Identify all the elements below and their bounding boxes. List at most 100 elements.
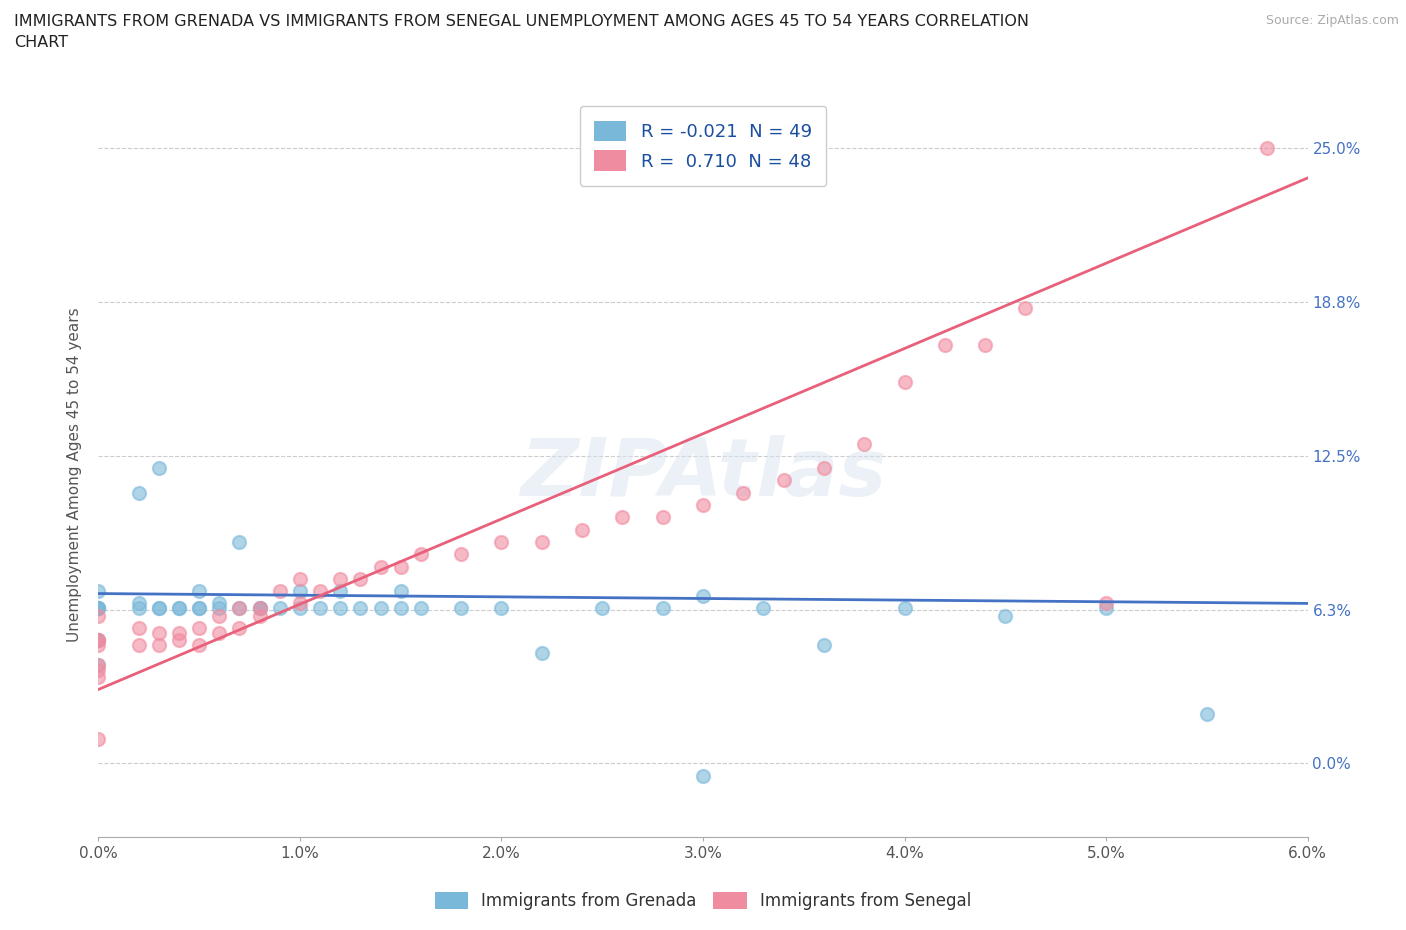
Point (249, 601, 271, 616)
Point (167, 601, 190, 616)
Point (934, 338, 956, 352)
Point (733, 485, 755, 500)
Point (772, 473, 794, 488)
Point (389, 584, 412, 599)
Point (974, 338, 997, 352)
Point (692, 768, 714, 783)
Point (228, 601, 250, 616)
Point (87, 658, 110, 672)
Point (409, 547, 432, 562)
Point (87, 731, 110, 746)
Point (752, 601, 775, 616)
Point (309, 584, 332, 599)
Point (692, 589, 714, 604)
Point (87, 601, 110, 616)
Point (208, 626, 231, 641)
Point (188, 601, 211, 616)
Point (208, 601, 231, 616)
Point (87, 632, 110, 647)
Point (167, 601, 190, 616)
Point (87, 632, 110, 647)
Point (893, 601, 915, 616)
Point (87, 632, 110, 647)
Point (249, 601, 271, 616)
Point (491, 601, 513, 616)
Point (1014, 301, 1036, 316)
Point (228, 535, 250, 550)
Point (853, 436, 876, 451)
Point (208, 596, 231, 611)
Point (228, 601, 250, 616)
Point (148, 626, 170, 641)
Point (329, 601, 352, 616)
Point (87, 601, 110, 616)
Point (309, 601, 332, 616)
Point (370, 601, 392, 616)
Point (128, 485, 150, 500)
Point (1095, 596, 1118, 611)
Point (349, 571, 371, 586)
Point (208, 608, 231, 623)
Point (651, 601, 673, 616)
Point (148, 601, 170, 616)
Point (813, 638, 835, 653)
Point (389, 601, 412, 616)
Point (530, 535, 553, 550)
Point (148, 460, 170, 475)
Point (188, 601, 211, 616)
Y-axis label: Unemployment Among Ages 45 to 54 years: Unemployment Among Ages 45 to 54 years (67, 307, 83, 642)
Point (813, 460, 835, 475)
Text: CHART: CHART (14, 35, 67, 50)
Point (87, 608, 110, 623)
Point (87, 638, 110, 653)
Point (389, 559, 412, 574)
Point (228, 620, 250, 635)
Point (128, 620, 150, 635)
Point (288, 601, 311, 616)
Point (87, 601, 110, 616)
Point (87, 658, 110, 672)
Point (249, 608, 271, 623)
Point (1256, 141, 1278, 156)
Point (269, 601, 291, 616)
Point (188, 638, 211, 653)
Point (148, 601, 170, 616)
Point (571, 522, 593, 537)
Point (87, 662, 110, 677)
Legend: Immigrants from Grenada, Immigrants from Senegal: Immigrants from Grenada, Immigrants from… (427, 885, 979, 917)
Text: ZIPAtlas: ZIPAtlas (520, 435, 886, 513)
Point (288, 596, 311, 611)
Point (651, 510, 673, 525)
Point (1195, 707, 1218, 722)
Point (148, 638, 170, 653)
Point (249, 601, 271, 616)
Point (128, 638, 150, 653)
Text: Source: ZipAtlas.com: Source: ZipAtlas.com (1265, 14, 1399, 27)
Point (269, 584, 291, 599)
Point (409, 601, 432, 616)
Point (329, 571, 352, 586)
Point (288, 571, 311, 586)
Point (349, 601, 371, 616)
Point (591, 601, 613, 616)
Point (491, 535, 513, 550)
Point (994, 608, 1017, 623)
Point (87, 670, 110, 684)
Point (893, 375, 915, 390)
Point (167, 632, 190, 647)
Point (167, 626, 190, 641)
Point (87, 584, 110, 599)
Point (128, 596, 150, 611)
Point (530, 645, 553, 660)
Point (128, 601, 150, 616)
Point (450, 601, 472, 616)
Point (1095, 601, 1118, 616)
Point (188, 620, 211, 635)
Point (87, 632, 110, 647)
Point (188, 584, 211, 599)
Point (450, 547, 472, 562)
Point (329, 584, 352, 599)
Point (692, 498, 714, 512)
Point (612, 510, 634, 525)
Point (87, 601, 110, 616)
